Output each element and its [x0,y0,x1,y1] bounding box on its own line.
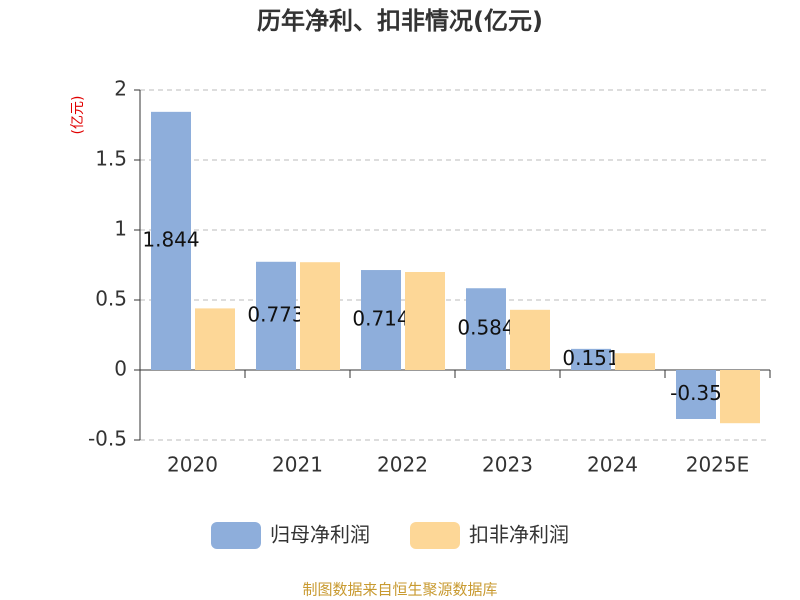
x-tick-label: 2023 [482,453,533,477]
y-tick-label: 0 [114,357,127,381]
bar [361,270,401,370]
y-tick-label: 0.5 [95,287,127,311]
x-tick-label: 2021 [272,453,323,477]
bar [405,272,445,370]
bar [510,309,550,370]
x-tick-label: 2025E [686,453,750,477]
x-tick-label: 2020 [167,453,218,477]
legend-swatch [211,522,261,549]
bar [615,353,655,370]
bar [571,348,611,370]
bar [256,261,296,370]
data-label: 1.844 [142,227,199,251]
data-label: 0.584 [457,316,514,340]
y-tick-label: 1 [114,217,127,241]
chart-title: 历年净利、扣非情况(亿元) [257,7,543,35]
legend-label: 扣非净利润 [469,523,569,547]
y-tick-label: 2 [114,77,127,101]
bar [466,288,506,370]
source-note: 制图数据来自恒生聚源数据库 [302,581,497,599]
bar [720,370,760,424]
bar [151,111,191,370]
x-tick-label: 2024 [587,453,638,477]
legend-swatch [410,522,460,549]
y-tick-label: -0.5 [88,427,127,451]
bar [676,370,716,419]
legend-label: 归母净利润 [270,523,370,547]
bar [300,262,340,370]
data-label: 0.714 [352,307,409,331]
x-tick-label: 2022 [377,453,428,477]
data-label: 0.151 [562,346,619,370]
y-axis-label: (亿元) [70,96,86,135]
y-tick-label: 1.5 [95,147,127,171]
data-label: 0.773 [247,302,304,326]
bar [195,308,235,370]
data-label: -0.35 [670,381,722,405]
